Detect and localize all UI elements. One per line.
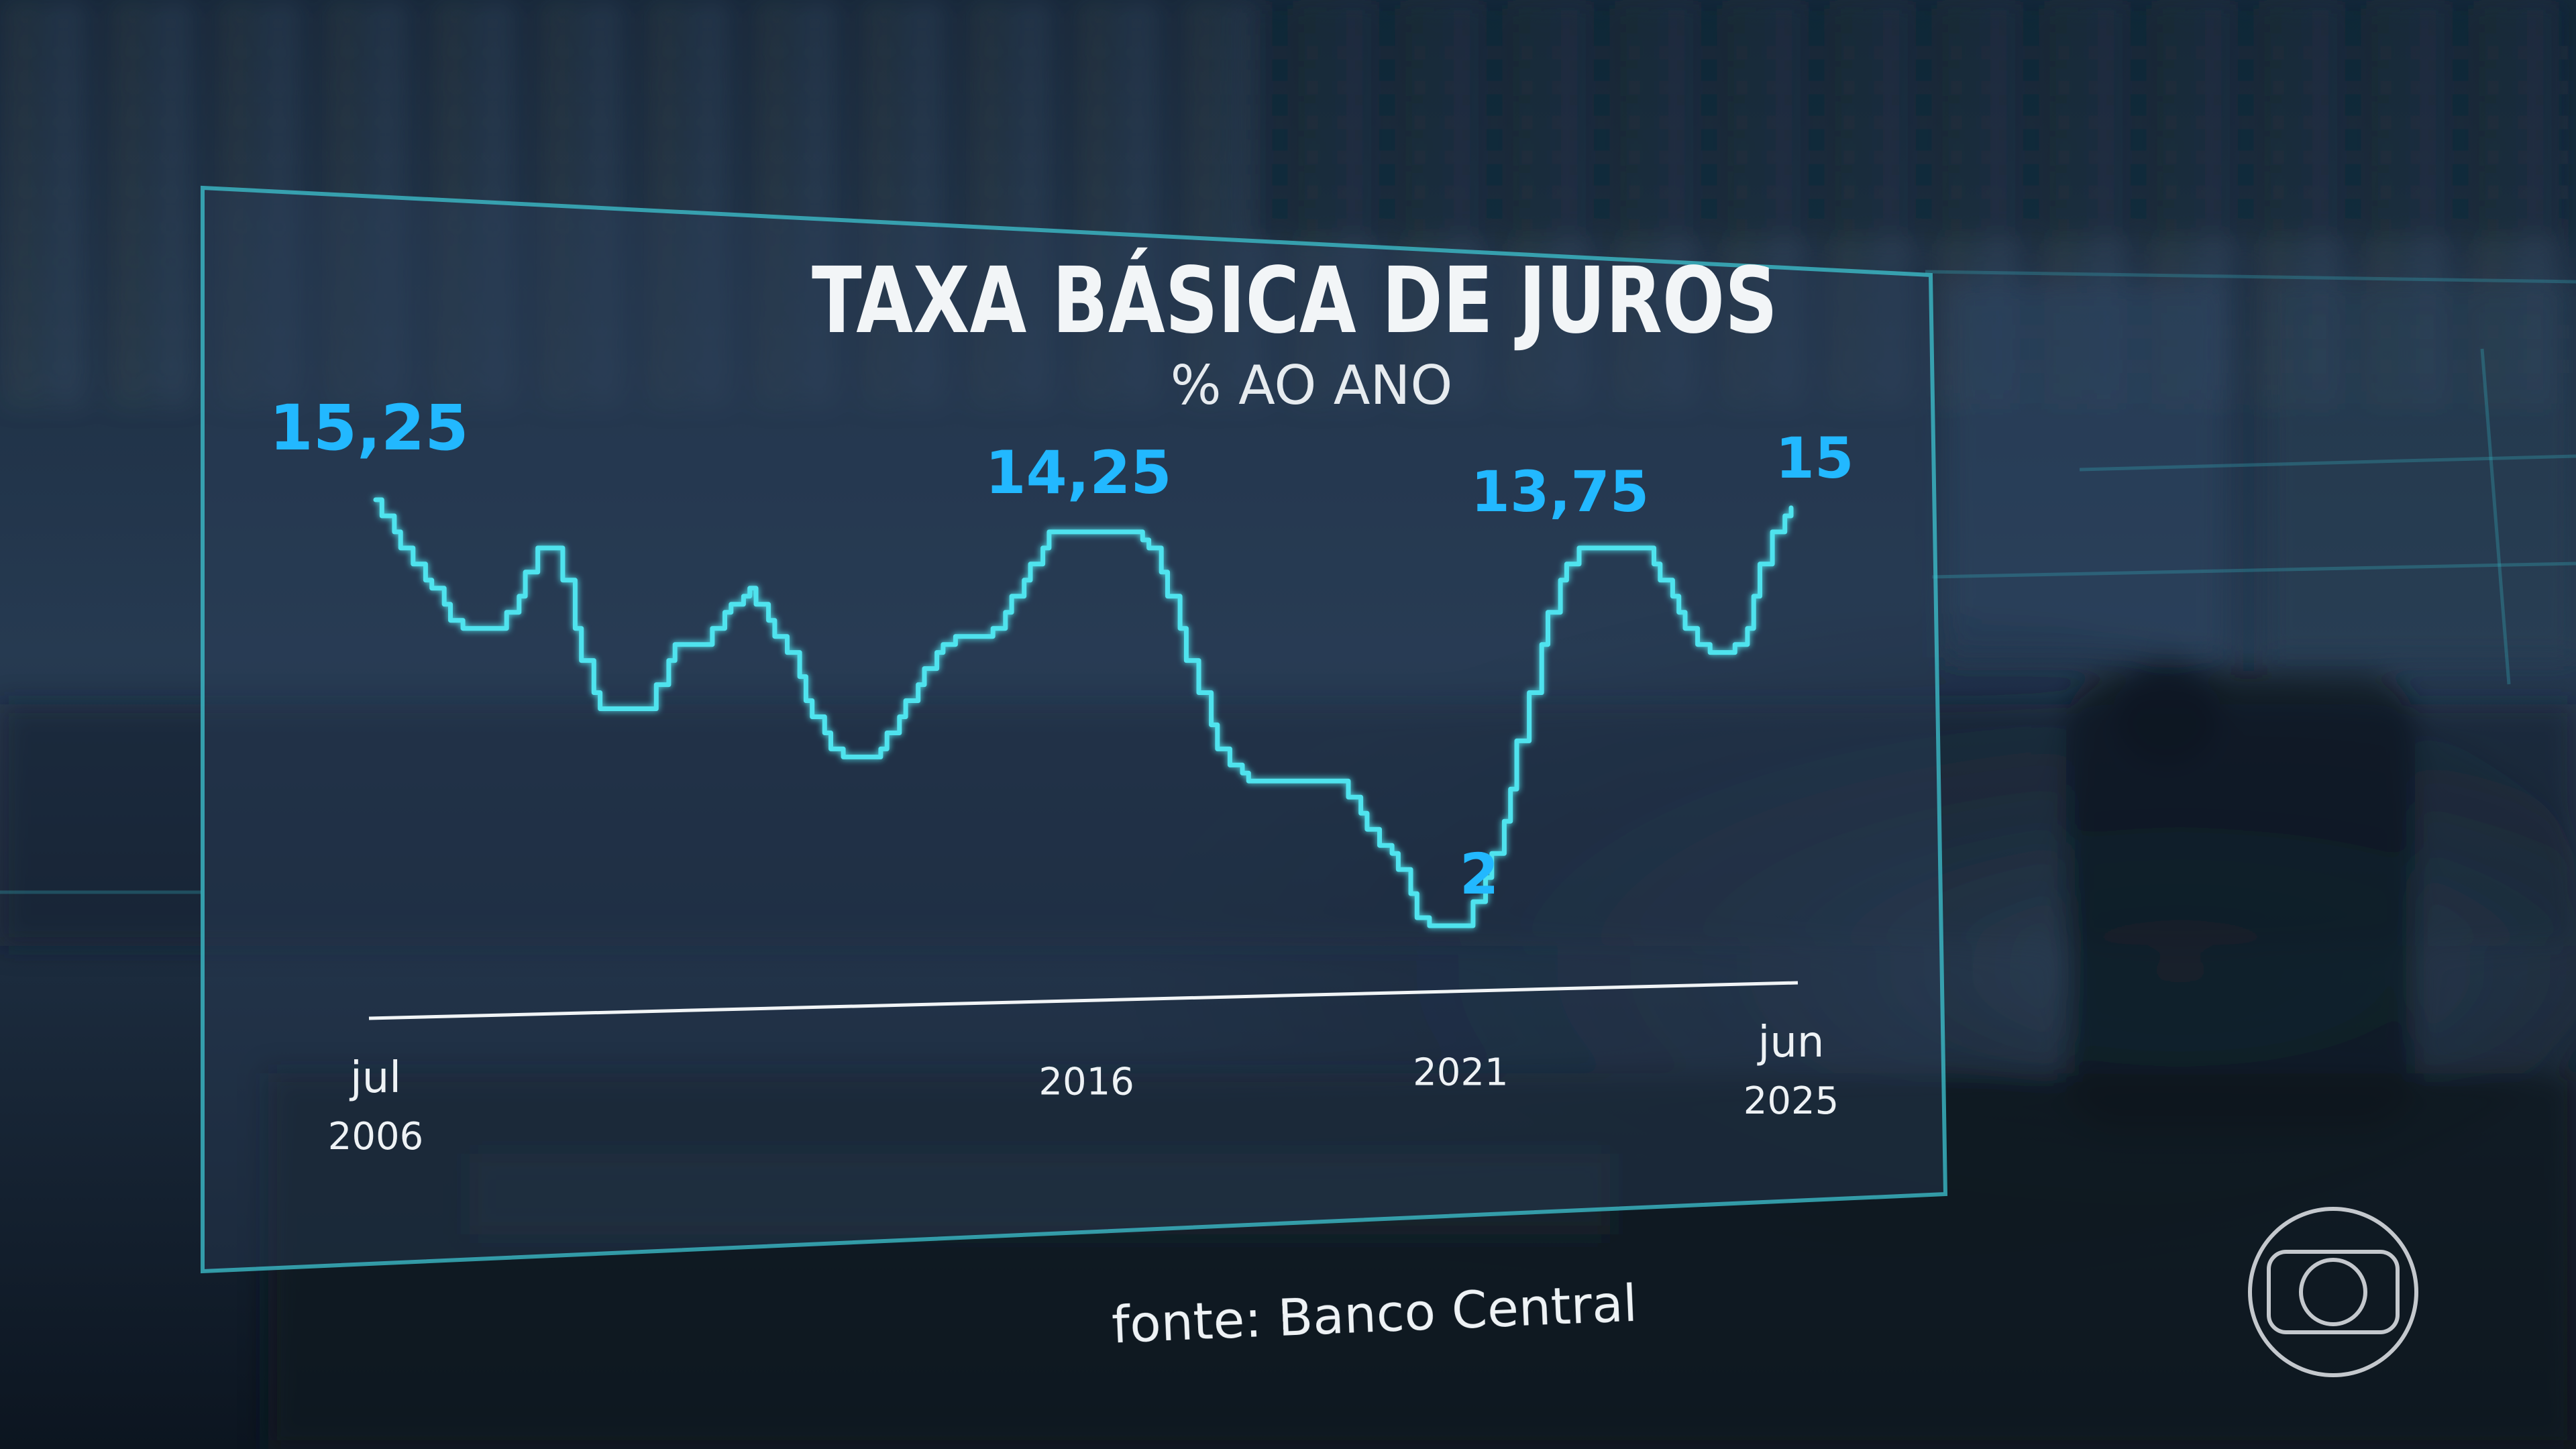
svg-text:2016: 2016 — [1038, 1060, 1134, 1104]
chart-subtitle: % AO ANO — [1171, 354, 1453, 417]
data-label-3: 13,75 — [1471, 459, 1650, 525]
x-tick-label-0: jul 2006 — [328, 1053, 424, 1159]
data-label-4: 15 — [1776, 425, 1854, 491]
series-line-0 — [373, 497, 1794, 928]
svg-text:2025: 2025 — [1743, 1079, 1839, 1123]
broadcaster-logo — [2248, 1207, 2418, 1377]
data-label-2: 2 — [1460, 841, 1499, 907]
data-label-1: 14,25 — [985, 438, 1171, 507]
svg-text:2021: 2021 — [1413, 1051, 1509, 1095]
svg-text:jun: jun — [1757, 1018, 1825, 1067]
svg-text:2006: 2006 — [328, 1115, 424, 1159]
chart-title: TAXA BÁSICA DE JUROS — [812, 248, 1778, 354]
x-tick-label-1: 2016 — [1038, 1060, 1134, 1104]
x-axis-line — [368, 981, 1799, 1020]
chart-marks: 15,25 14,25 2 13,75 15 jul 2006 2016 2021 jun 2025 — [269, 392, 1854, 1159]
svg-text:jul: jul — [349, 1053, 401, 1103]
x-tick-label-2: 2021 — [1413, 1051, 1509, 1095]
chart-panel — [201, 185, 1948, 1274]
data-label-0: 15,25 — [269, 392, 468, 465]
x-tick-label-3: jun 2025 — [1743, 1018, 1839, 1123]
